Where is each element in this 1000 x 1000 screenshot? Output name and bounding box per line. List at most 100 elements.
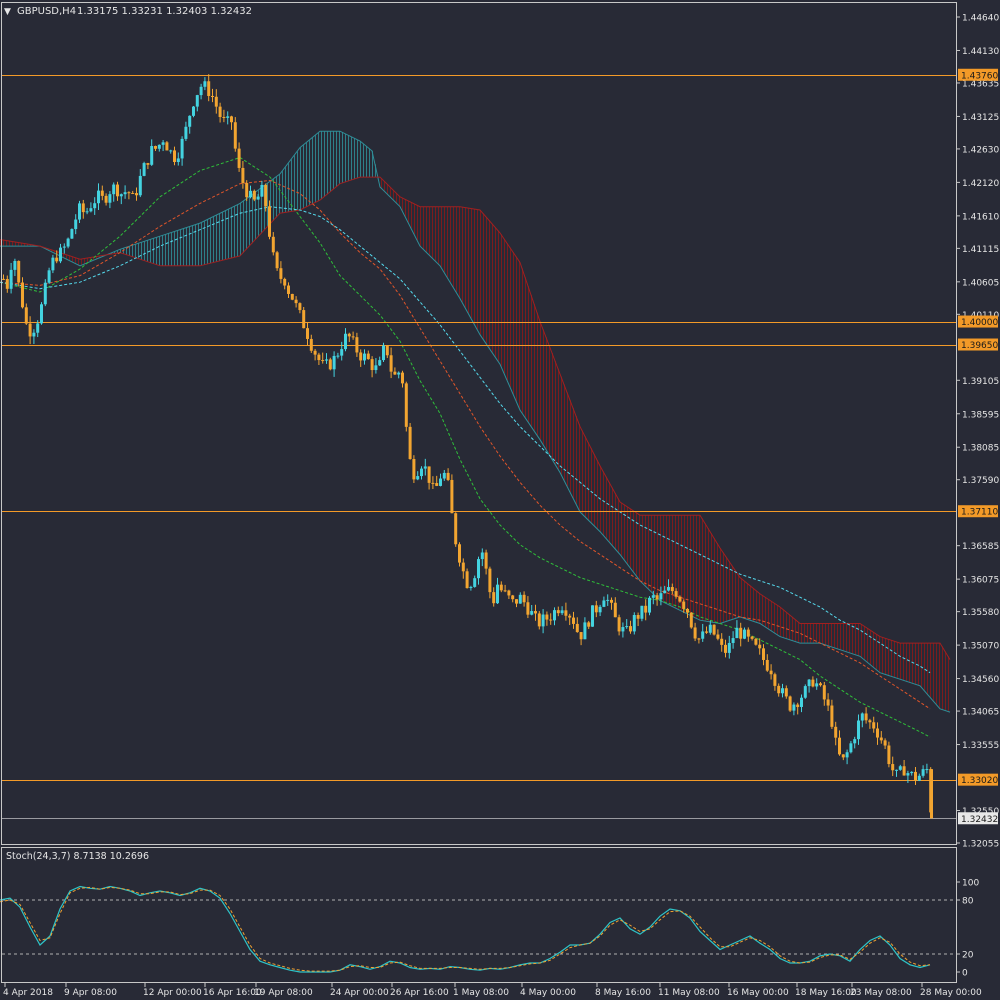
- candle: [636, 612, 640, 627]
- candle: [401, 370, 404, 388]
- candle: [5, 275, 9, 293]
- price-tick-label: 1.33555: [962, 741, 999, 751]
- candle: [59, 243, 62, 264]
- level-tag[interactable]: [958, 338, 998, 351]
- candle: [13, 258, 17, 277]
- candle: [503, 584, 507, 593]
- candle: [321, 352, 325, 364]
- candle: [731, 631, 735, 649]
- candle: [207, 74, 211, 102]
- candle: [442, 469, 446, 481]
- candle: [226, 111, 230, 125]
- candle: [648, 596, 651, 616]
- candle: [564, 602, 568, 621]
- candle: [439, 473, 442, 487]
- menu-arrow-icon[interactable]: ▼: [4, 7, 11, 17]
- candle: [264, 183, 268, 212]
- price-tick-label: 1.41610: [962, 212, 999, 222]
- candle: [123, 185, 127, 199]
- time-tick-label: 4 Apr 2018: [3, 988, 53, 998]
- candle: [328, 357, 332, 371]
- candle: [340, 341, 344, 361]
- stochastic-lines: [0, 885, 956, 973]
- candle: [887, 741, 891, 768]
- candle: [644, 599, 648, 621]
- candle: [488, 566, 492, 599]
- candle: [629, 620, 632, 634]
- candle: [560, 606, 564, 616]
- candle: [621, 622, 625, 638]
- candle: [119, 193, 123, 205]
- candle: [469, 585, 473, 591]
- candle: [518, 592, 522, 604]
- level-tag[interactable]: [958, 315, 998, 328]
- candle: [287, 282, 290, 298]
- candle: [233, 117, 237, 152]
- price-tick-label: 1.32055: [962, 840, 999, 850]
- candle: [294, 296, 298, 308]
- price-axis[interactable]: 1.44640 1.44130 1.43635 1.43125 1.42630 1.421…: [956, 14, 999, 850]
- candle: [408, 422, 412, 460]
- candle: [195, 94, 199, 112]
- candle: [461, 558, 465, 579]
- candle: [773, 672, 777, 691]
- candle: [423, 458, 427, 476]
- horizontal-levels[interactable]: [2, 75, 957, 819]
- price-tick-label: 1.35580: [962, 608, 999, 618]
- stoch-main-line: [0, 885, 931, 973]
- candle: [279, 261, 283, 284]
- level-tag-label: 1.37110: [961, 508, 998, 518]
- candle: [857, 714, 860, 745]
- time-tick-label: 11 May 08:00: [658, 988, 720, 998]
- candle: [271, 232, 275, 256]
- candle: [697, 637, 701, 644]
- candle: [252, 189, 256, 202]
- ma-fast-line: [0, 156, 931, 738]
- candle: [416, 471, 420, 481]
- candle: [720, 633, 724, 652]
- level-tag-label: 1.39650: [961, 341, 998, 351]
- time-tick-label: 18 May 16:00: [795, 988, 857, 998]
- candle: [24, 303, 28, 326]
- candle: [180, 136, 184, 166]
- time-tick-label: 16 Apr 16:00: [203, 988, 262, 998]
- current-price-label: 1.32432: [961, 815, 998, 825]
- candle: [921, 765, 925, 778]
- level-tag[interactable]: [958, 505, 998, 518]
- candle: [499, 581, 503, 593]
- candle: [587, 620, 591, 630]
- candle: [705, 626, 708, 634]
- candle: [613, 597, 617, 618]
- candle: [477, 556, 480, 585]
- candle: [241, 160, 245, 189]
- candle: [146, 162, 150, 170]
- candle: [549, 613, 553, 625]
- candle: [674, 588, 678, 599]
- candle: [511, 594, 515, 603]
- candle: [344, 328, 347, 352]
- candle: [784, 685, 788, 699]
- candle: [370, 356, 374, 378]
- level-tag[interactable]: [958, 68, 998, 81]
- candle: [397, 371, 401, 379]
- candle: [864, 707, 868, 724]
- candle: [480, 548, 484, 567]
- candle: [176, 152, 180, 166]
- candle: [625, 619, 629, 629]
- price-tick-label: 1.35070: [962, 642, 999, 652]
- price-tick-label: 1.44130: [962, 47, 999, 57]
- candle: [116, 181, 119, 201]
- candle: [218, 102, 222, 123]
- level-tag[interactable]: [958, 773, 998, 786]
- candle: [496, 577, 499, 605]
- candle: [268, 200, 271, 240]
- candle: [306, 322, 309, 346]
- candle: [347, 332, 351, 342]
- candle: [606, 594, 610, 606]
- candle: [351, 331, 355, 340]
- candle: [36, 320, 40, 338]
- stoch-tick-label: 20: [962, 951, 974, 961]
- candle: [568, 613, 572, 626]
- candle: [655, 592, 659, 606]
